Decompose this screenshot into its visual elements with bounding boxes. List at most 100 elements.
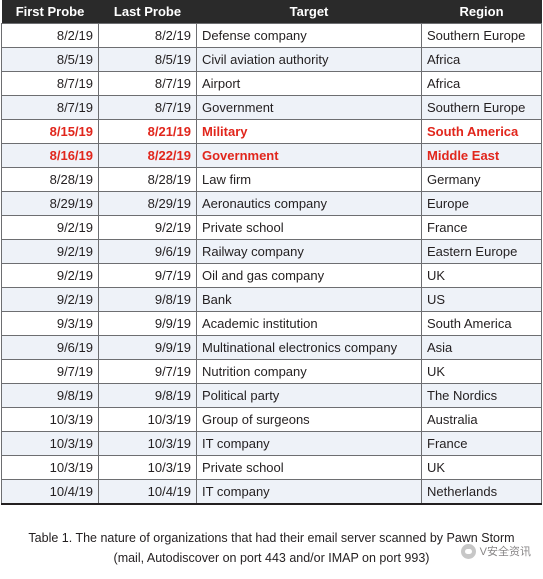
cell-region: South America — [421, 311, 542, 336]
cell-region: Africa — [421, 47, 542, 72]
cell-first-probe: 9/2/19 — [1, 215, 99, 240]
wechat-icon — [460, 543, 476, 559]
cell-region: Asia — [421, 335, 542, 360]
cell-target: Political party — [196, 383, 422, 408]
cell-first-probe: 9/2/19 — [1, 263, 99, 288]
cell-region: Middle East — [421, 143, 542, 168]
table-row: 8/29/19 8/29/19 Aeronautics company Europe — [1, 191, 542, 216]
cell-last-probe: 8/7/19 — [98, 71, 197, 96]
cell-region: Germany — [421, 167, 542, 192]
table-row: 9/2/19 9/6/19 Railway company Eastern Europ… — [1, 239, 542, 264]
cell-region: Australia — [421, 407, 542, 432]
table-row: 8/15/19 8/21/19 Military South America — [1, 119, 542, 144]
cell-last-probe: 10/3/19 — [98, 407, 197, 432]
cell-region: UK — [421, 455, 542, 480]
table-row: 9/6/19 9/9/19 Multinational electronics co… — [1, 335, 542, 360]
watermark: V安全资讯 — [460, 543, 531, 559]
cell-target: Private school — [196, 215, 422, 240]
cell-target: Group of surgeons — [196, 407, 422, 432]
cell-region: UK — [421, 263, 542, 288]
table-row: 8/28/19 8/28/19 Law firm Germany — [1, 167, 542, 192]
cell-first-probe: 8/5/19 — [1, 47, 99, 72]
cell-region: US — [421, 287, 542, 312]
cell-last-probe: 8/22/19 — [98, 143, 197, 168]
cell-region: France — [421, 431, 542, 456]
table-row: 10/3/19 10/3/19 IT company France — [1, 431, 542, 456]
table-row: 8/16/19 8/22/19 Government Middle East — [1, 143, 542, 168]
cell-first-probe: 9/2/19 — [1, 239, 99, 264]
table-row: 9/2/19 9/7/19 Oil and gas company UK — [1, 263, 542, 288]
cell-region: UK — [421, 359, 542, 384]
cell-last-probe: 8/5/19 — [98, 47, 197, 72]
cell-region: France — [421, 215, 542, 240]
cell-last-probe: 9/2/19 — [98, 215, 197, 240]
header-first-probe: First Probe — [1, 0, 99, 24]
caption-line-1: Table 1. The nature of organizations tha… — [28, 531, 515, 545]
cell-target: Airport — [196, 71, 422, 96]
cell-first-probe: 10/3/19 — [1, 455, 99, 480]
cell-region: Netherlands — [421, 479, 542, 505]
cell-first-probe: 9/8/19 — [1, 383, 99, 408]
table-row: 8/7/19 8/7/19 Government Southern Europe — [1, 95, 542, 120]
header-last-probe: Last Probe — [98, 0, 197, 24]
table-row: 9/3/19 9/9/19 Academic institution South Am… — [1, 311, 542, 336]
cell-first-probe: 9/2/19 — [1, 287, 99, 312]
cell-last-probe: 9/8/19 — [98, 383, 197, 408]
cell-last-probe: 9/9/19 — [98, 335, 197, 360]
caption-line-2: (mail, Autodiscover on port 443 and/or I… — [113, 551, 430, 565]
cell-first-probe: 8/7/19 — [1, 71, 99, 96]
cell-target: Military — [196, 119, 422, 144]
cell-target: Nutrition company — [196, 359, 422, 384]
table-row: 10/3/19 10/3/19 Group of surgeons Australia — [1, 407, 542, 432]
cell-region: Africa — [421, 71, 542, 96]
cell-last-probe: 8/21/19 — [98, 119, 197, 144]
cell-region: Southern Europe — [421, 95, 542, 120]
probe-table: First Probe Last Probe Target Region 8/2… — [1, 0, 542, 505]
cell-last-probe: 9/7/19 — [98, 359, 197, 384]
cell-last-probe: 10/4/19 — [98, 479, 197, 505]
cell-last-probe: 8/7/19 — [98, 95, 197, 120]
cell-first-probe: 8/15/19 — [1, 119, 99, 144]
cell-first-probe: 9/7/19 — [1, 359, 99, 384]
cell-first-probe: 9/6/19 — [1, 335, 99, 360]
cell-target: Oil and gas company — [196, 263, 422, 288]
cell-target: Civil aviation authority — [196, 47, 422, 72]
table-row: 8/7/19 8/7/19 Airport Africa — [1, 71, 542, 96]
cell-first-probe: 8/2/19 — [1, 23, 99, 48]
cell-target: Private school — [196, 455, 422, 480]
table-caption: Table 1. The nature of organizations tha… — [0, 528, 543, 568]
cell-first-probe: 10/4/19 — [1, 479, 99, 505]
cell-target: IT company — [196, 479, 422, 505]
table-header: First Probe Last Probe Target Region — [1, 0, 542, 24]
header-region: Region — [421, 0, 542, 24]
cell-first-probe: 8/7/19 — [1, 95, 99, 120]
cell-region: Eastern Europe — [421, 239, 542, 264]
cell-first-probe: 10/3/19 — [1, 431, 99, 456]
cell-target: Academic institution — [196, 311, 422, 336]
cell-first-probe: 9/3/19 — [1, 311, 99, 336]
table-row: 9/7/19 9/7/19 Nutrition company UK — [1, 359, 542, 384]
table-body: 8/2/19 8/2/19 Defense company Southern Euro… — [1, 23, 542, 505]
cell-last-probe: 10/3/19 — [98, 455, 197, 480]
cell-last-probe: 9/6/19 — [98, 239, 197, 264]
cell-target: Aeronautics company — [196, 191, 422, 216]
cell-region: South America — [421, 119, 542, 144]
cell-first-probe: 8/28/19 — [1, 167, 99, 192]
cell-target: Defense company — [196, 23, 422, 48]
cell-target: IT company — [196, 431, 422, 456]
table-row: 10/3/19 10/3/19 Private school UK — [1, 455, 542, 480]
header-target: Target — [196, 0, 422, 24]
cell-last-probe: 9/8/19 — [98, 287, 197, 312]
cell-last-probe: 8/2/19 — [98, 23, 197, 48]
table-row: 8/5/19 8/5/19 Civil aviation authority Afri… — [1, 47, 542, 72]
cell-first-probe: 8/29/19 — [1, 191, 99, 216]
cell-last-probe: 9/7/19 — [98, 263, 197, 288]
cell-first-probe: 8/16/19 — [1, 143, 99, 168]
table-row: 9/2/19 9/8/19 Bank US — [1, 287, 542, 312]
cell-last-probe: 9/9/19 — [98, 311, 197, 336]
watermark-text: V安全资讯 — [479, 546, 531, 558]
cell-last-probe: 8/29/19 — [98, 191, 197, 216]
table-row: 9/2/19 9/2/19 Private school France — [1, 215, 542, 240]
table-row: 10/4/19 10/4/19 IT company Netherlands — [1, 479, 542, 505]
table-row: 9/8/19 9/8/19 Political party The Nordics — [1, 383, 542, 408]
